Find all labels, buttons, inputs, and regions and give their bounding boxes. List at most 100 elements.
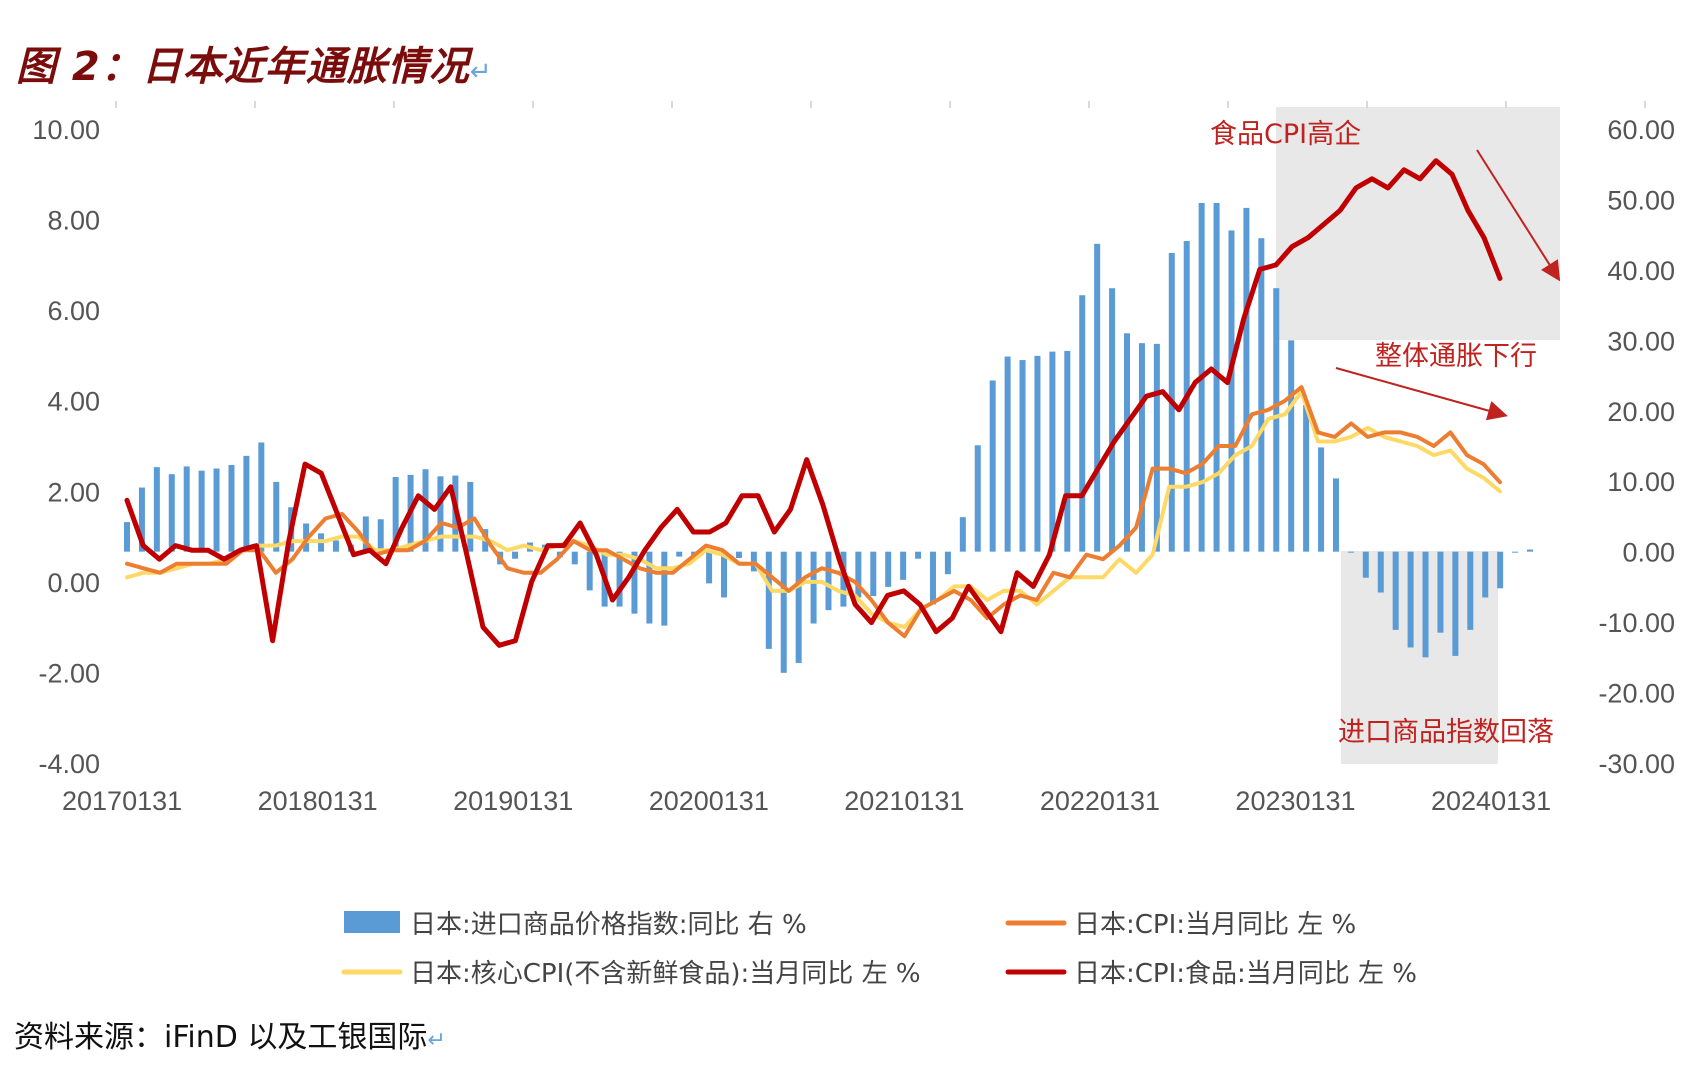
y-left-tick-label: 0.00: [47, 568, 100, 598]
import-price-bar: [377, 519, 384, 552]
import-price-bar: [1109, 288, 1116, 552]
food-cpi-line: [124, 262, 1279, 648]
import-price-bar: [646, 551, 653, 624]
y-right-tick-label: 40.00: [1607, 256, 1675, 286]
import-price-bar: [1124, 333, 1131, 552]
y-left-tick-label: 8.00: [47, 206, 100, 236]
import-price-bar: [1407, 551, 1414, 648]
import-price-bar: [661, 551, 668, 626]
y-left-tick-label: -2.00: [38, 658, 100, 688]
import-price-bar: [1467, 551, 1474, 630]
import-price-bar: [1527, 549, 1533, 552]
import-price-bar: [900, 551, 907, 580]
import-price-bar: [1303, 405, 1310, 552]
y-right-tick-label: 20.00: [1607, 397, 1675, 427]
import-price-bar: [153, 467, 160, 552]
import-price-bar: [870, 551, 877, 597]
import-price-bar: [1258, 238, 1265, 552]
legend: 日本:进口商品价格指数:同比 右 % 日本:CPI:当月同比 左 % 日本:核心CP…: [341, 910, 1417, 989]
import-price-bar: [1064, 350, 1071, 552]
y-right-tick-label: 50.00: [1607, 185, 1675, 215]
import-price-bar: [1138, 343, 1145, 552]
legend-label: 日本:CPI:食品:当月同比 左 %: [1074, 959, 1417, 989]
y-right-tick-label: -30.00: [1598, 749, 1675, 779]
import-price-bar: [1392, 551, 1399, 630]
import-price-bar: [1079, 295, 1086, 552]
import-price-bar: [855, 551, 862, 598]
import-price-bar: [243, 455, 250, 552]
annotation-import-index-fall: 进口商品指数回落: [1338, 717, 1554, 748]
y-left-tick-label: 10.00: [32, 115, 100, 145]
import-price-bar: [631, 551, 638, 614]
page-title: 图 2：日本近年通胀情况↵: [16, 44, 493, 90]
import-price-bar: [1452, 551, 1459, 656]
cpi-line: [125, 385, 1502, 639]
down-arrow-icon: [1476, 149, 1561, 282]
y-left-tick-label: 6.00: [47, 296, 100, 326]
import-price-bar: [332, 540, 339, 552]
import-price-bar: [974, 445, 981, 552]
y-left-tick-label: -4.00: [38, 749, 100, 779]
import-price-bar: [676, 551, 683, 557]
source-note: 资料来源：iFinD 以及工银国际↵: [14, 1020, 446, 1055]
core-cpi-line: [125, 389, 1502, 630]
import-price-bar: [810, 551, 817, 624]
import-price-bar: [437, 476, 444, 552]
import-price-bar: [1377, 551, 1384, 593]
import-price-bar: [138, 487, 145, 552]
y-left-tick-label: 2.00: [47, 477, 100, 507]
import-price-bar: [258, 442, 265, 552]
import-price-bar: [989, 380, 996, 552]
x-tick-label: 20200131: [649, 786, 769, 816]
import-price-bar: [1019, 360, 1026, 552]
import-price-bar: [1347, 551, 1354, 553]
import-price-bar: [795, 551, 802, 663]
y-right-tick-label: 10.00: [1607, 467, 1675, 497]
annotation-food-cpi-high: 食品CPI高企: [1210, 119, 1361, 150]
return-mark-icon: ↵: [469, 57, 493, 87]
import-price-bar: [840, 551, 847, 607]
import-price-bar: [1437, 551, 1444, 633]
import-price-bar: [168, 474, 175, 552]
x-tick-label: 20180131: [258, 786, 378, 816]
import-price-bar: [1228, 230, 1235, 552]
import-price-bar: [392, 476, 399, 552]
y-right-tick-label: 60.00: [1607, 115, 1675, 145]
x-tick-label: 20210131: [844, 786, 964, 816]
import-price-bar: [1243, 207, 1250, 552]
import-price-bar: [1094, 243, 1101, 552]
legend-label: 日本:核心CPI(不含新鲜食品):当月同比 左 %: [410, 959, 921, 989]
legend-label: 日本:CPI:当月同比 左 %: [1074, 910, 1356, 940]
import-price-bar: [1332, 478, 1339, 552]
import-price-bar: [706, 551, 713, 584]
y-right-tick-label: 30.00: [1607, 326, 1675, 356]
import-price-bar: [1288, 340, 1295, 552]
import-price-bar: [198, 470, 205, 552]
import-price-bar: [124, 522, 130, 552]
import-price-bar: [1512, 551, 1519, 553]
annotation-overall-inflation-down: 整体通胀下行: [1375, 341, 1537, 372]
import-price-bar: [944, 551, 951, 575]
import-price-bar: [1049, 351, 1056, 552]
import-price-bar: [362, 516, 369, 552]
import-price-bar: [1482, 551, 1489, 598]
import-price-bar: [571, 551, 578, 565]
return-mark-icon: ↵: [427, 1028, 446, 1053]
import-price-bar: [1153, 343, 1160, 552]
import-price-bar: [1497, 551, 1504, 589]
import-price-bar: [467, 481, 474, 552]
legend-swatch-bar: [344, 911, 400, 933]
y-left-tick-label: 4.00: [47, 387, 100, 417]
y-right-tick-label: 0.00: [1622, 538, 1675, 568]
y-right-tick-label: -20.00: [1598, 679, 1675, 709]
chart: 10.00 8.00 6.00 4.00 2.00 0.00 -2.00 -4.00 60.00…: [32, 101, 1675, 989]
import-price-bar: [915, 551, 922, 559]
import-price-bar: [1422, 551, 1429, 658]
x-tick-label: 20230131: [1235, 786, 1355, 816]
cpi-lines: [124, 158, 1503, 648]
import-price-bar: [586, 551, 593, 591]
import-price-bar: [1318, 447, 1325, 552]
import-price-bar: [1034, 355, 1041, 552]
import-price-bar: [1362, 551, 1369, 578]
